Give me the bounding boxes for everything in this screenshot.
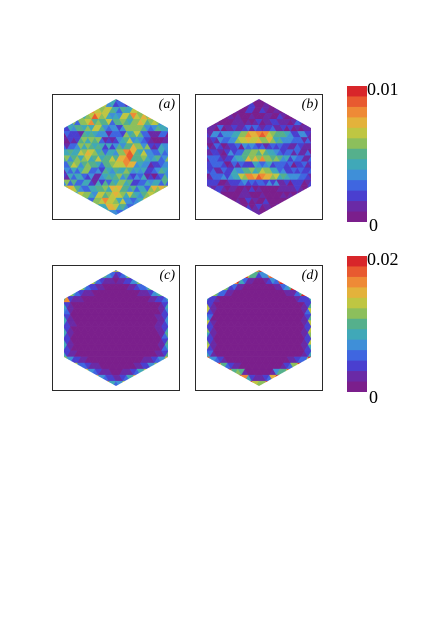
colorbar-swatch [347, 339, 367, 351]
colorbar-swatch [347, 106, 367, 118]
panel-label-d: (d) [301, 268, 318, 283]
colorbar-bottom-min-label: 0 [369, 387, 378, 407]
hexagon-map-c [64, 270, 168, 386]
colorbar-bottom-max-label: 0.02 [367, 249, 399, 269]
colorbar-swatch [347, 159, 367, 171]
colorbar-swatch [347, 350, 367, 362]
colorbar-swatch [347, 371, 367, 383]
hexagon-map-d [207, 270, 311, 386]
colorbar-top [347, 86, 367, 222]
panel-label-a: (a) [158, 97, 175, 112]
hexagon-cells [64, 270, 168, 386]
colorbar-swatch [347, 138, 367, 150]
colorbar-swatch [347, 329, 367, 341]
colorbar-swatch [347, 381, 367, 392]
colorbar-swatch [347, 96, 367, 108]
panel-label-c: (c) [159, 268, 175, 283]
panel-c: (c) [52, 265, 180, 391]
colorbar-swatch [347, 148, 367, 160]
colorbar-swatch [347, 360, 367, 372]
colorbar-swatch [347, 169, 367, 181]
colorbar-swatch [347, 256, 367, 267]
colorbar-swatch [347, 297, 367, 309]
hexagon-map-b [207, 99, 311, 215]
panel-label-b: (b) [301, 97, 318, 112]
colorbar-swatch [347, 201, 367, 213]
colorbar-swatch [347, 190, 367, 202]
hexagon-cells [64, 99, 168, 215]
colorbar-swatch [347, 308, 367, 320]
colorbar-bottom [347, 256, 367, 392]
panel-d: (d) [195, 265, 323, 391]
colorbar-swatch [347, 211, 367, 222]
colorbar-top-max-label: 0.01 [367, 79, 399, 99]
hexagon-cells [207, 270, 311, 386]
colorbar-swatch [347, 276, 367, 288]
colorbar-swatch [347, 318, 367, 330]
panel-a: (a) [52, 94, 180, 220]
colorbar-swatch [347, 180, 367, 192]
hexagon-map-a [64, 99, 168, 215]
colorbar-swatch [347, 127, 367, 139]
colorbar-swatch [347, 287, 367, 299]
panel-b: (b) [195, 94, 323, 220]
colorbar-swatch [347, 86, 367, 97]
colorbar-swatch [347, 266, 367, 278]
colorbar-top-min-label: 0 [369, 215, 378, 235]
colorbar-swatch [347, 117, 367, 129]
hexagon-cells [207, 99, 311, 215]
